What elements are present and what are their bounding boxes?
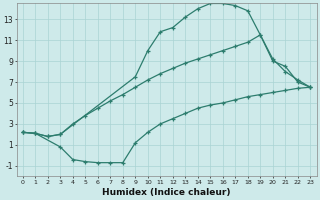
X-axis label: Humidex (Indice chaleur): Humidex (Indice chaleur): [102, 188, 231, 197]
